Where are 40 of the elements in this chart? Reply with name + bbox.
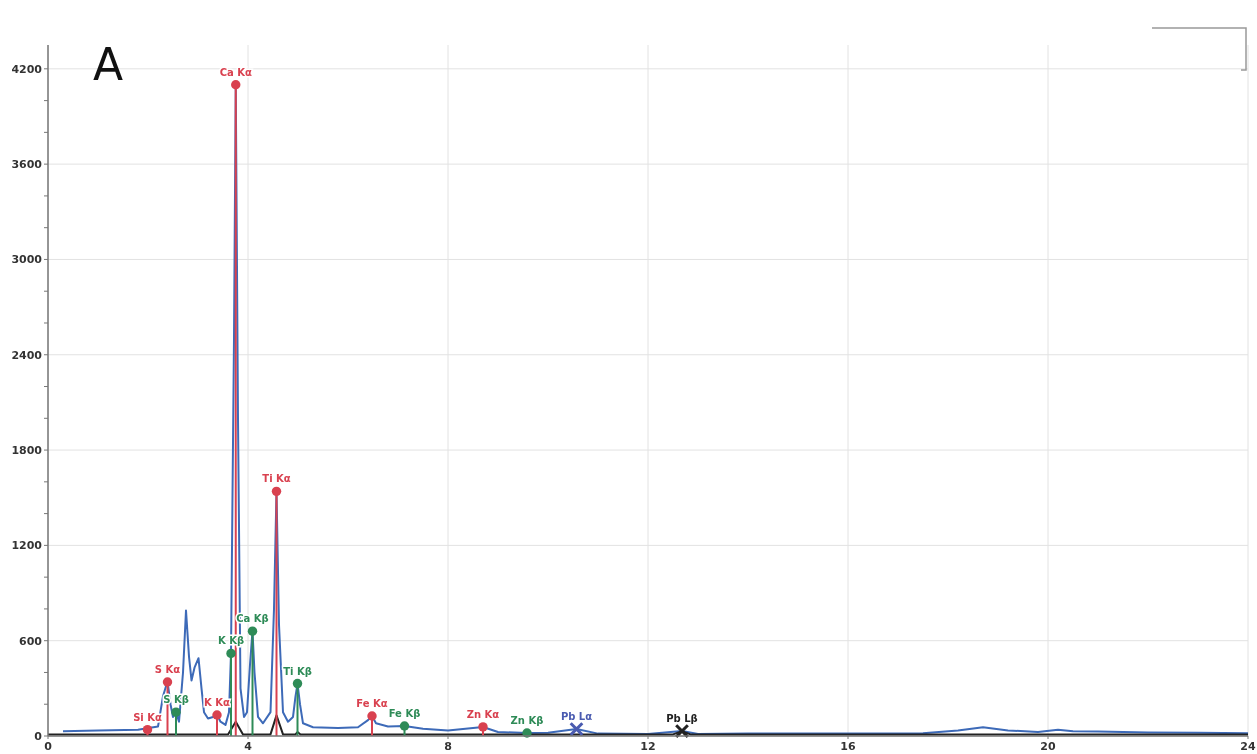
x-tick-label: 16 xyxy=(840,740,856,753)
annotation: Zn Kα xyxy=(466,708,500,720)
point xyxy=(247,626,258,636)
y-tick-label: 1800 xyxy=(11,443,43,457)
point xyxy=(142,724,153,735)
y-tick-label: 600 xyxy=(19,634,43,648)
y-tick-label: 3000 xyxy=(11,253,43,267)
annotation: S Kα xyxy=(154,663,181,675)
annotation: Ti Kα xyxy=(262,473,291,485)
x-tick-label: 8 xyxy=(444,740,452,753)
point xyxy=(212,710,222,720)
annotation: Pb Lα xyxy=(560,711,593,723)
x-tick-label: 24 xyxy=(1240,740,1256,753)
point xyxy=(367,711,377,721)
annotation: Fe Kα xyxy=(356,697,388,709)
point xyxy=(478,722,488,732)
annotation: A xyxy=(93,39,124,90)
x-tick-label: 4 xyxy=(244,740,253,753)
point xyxy=(399,721,410,731)
annotation: Fe Kβ xyxy=(388,707,421,719)
annotation: Zn Kβ xyxy=(510,714,544,726)
point xyxy=(171,707,181,717)
point xyxy=(226,648,236,659)
point xyxy=(231,80,241,90)
point xyxy=(674,723,690,739)
y-tick-label: 2400 xyxy=(11,348,43,362)
y-tick-label: 1200 xyxy=(11,539,43,553)
x-tick-label: 20 xyxy=(1040,740,1056,753)
point xyxy=(162,677,173,687)
x-tick-label: 12 xyxy=(640,740,656,753)
annotation: Ca Kα xyxy=(219,66,252,78)
annotation: Pb Lβ xyxy=(666,713,698,725)
y-tick-label: 4200 xyxy=(11,62,43,76)
y-tick-label: 3600 xyxy=(11,157,43,171)
annotation: Ti Kβ xyxy=(283,665,312,677)
point xyxy=(569,721,584,737)
x-tick-label: 0 xyxy=(44,740,53,753)
point xyxy=(271,486,282,497)
y-tick-label: 0 xyxy=(34,729,43,743)
point xyxy=(292,678,303,689)
